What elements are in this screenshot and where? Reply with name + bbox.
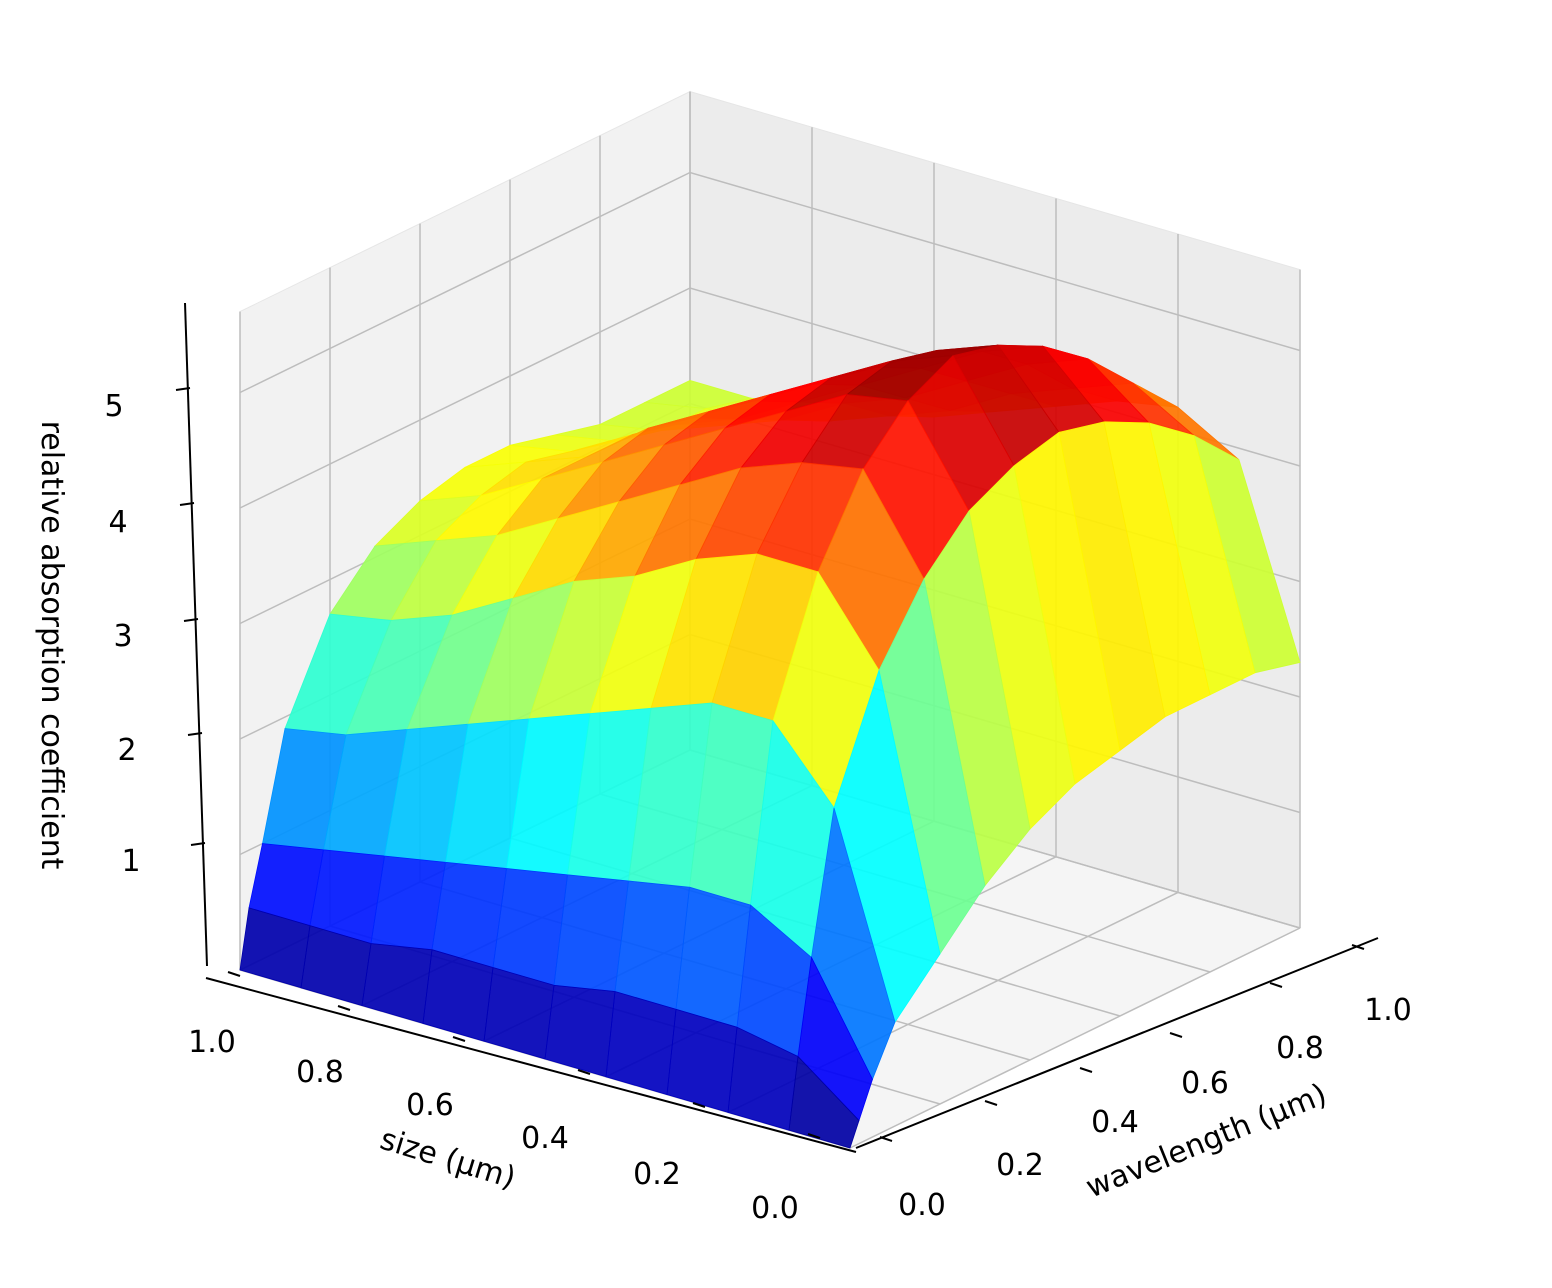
z-tick <box>183 618 199 622</box>
z-axis-label: relative absorption coefficient <box>34 421 69 870</box>
z-tick-label: 3 <box>113 619 132 654</box>
axis-lines <box>184 302 1379 1153</box>
surface-patch <box>361 943 433 1024</box>
surface-patch <box>605 990 677 1096</box>
z-tick <box>179 502 195 506</box>
x-axis-line <box>205 977 857 1153</box>
x-tick <box>452 1036 466 1042</box>
surface-patch <box>544 984 616 1078</box>
z-tick-label: 2 <box>117 733 136 768</box>
x-tick <box>577 1069 591 1075</box>
x-tick <box>227 971 241 977</box>
y-tick-label: 0.2 <box>996 1148 1044 1183</box>
y-tick-label: 0.4 <box>1091 1105 1139 1140</box>
z-tick-label: 4 <box>108 505 127 540</box>
surface-patch <box>788 1055 860 1149</box>
x-tick-label: 0.4 <box>521 1121 569 1156</box>
y-tick <box>1079 1067 1093 1073</box>
surface-patch <box>666 1008 738 1113</box>
y-tick <box>1169 1032 1183 1038</box>
z-tick-label: 1 <box>121 844 140 879</box>
z-tick <box>175 387 191 391</box>
surface-mesh <box>239 344 1301 1149</box>
y-tick <box>1269 982 1283 988</box>
tick-labels: 0.0 0.2 0.4 0.6 0.8 1.0 0.0 0.2 0.4 0.6 0.8 1.0 1 2 3 4… <box>104 387 1412 1226</box>
z-tick <box>190 842 206 846</box>
x-tick <box>692 1102 706 1108</box>
x-tick-label: 0.8 <box>296 1055 344 1090</box>
grid-line <box>849 927 1301 1149</box>
y-tick-label: 0.6 <box>1181 1066 1229 1101</box>
x-tick-label: 1.0 <box>188 1025 236 1060</box>
grid-line <box>239 171 1301 394</box>
y-tick <box>984 1100 998 1106</box>
y-axis-line <box>855 937 1379 1149</box>
y-tick-label: 0.0 <box>898 1188 946 1223</box>
z-tick <box>187 732 203 736</box>
x-tick <box>337 1005 351 1011</box>
z-axis-line <box>184 302 208 967</box>
x-tick-label: 0.0 <box>751 1191 799 1226</box>
y-tick-label: 0.8 <box>1276 1031 1324 1066</box>
y-tick-label: 1.0 <box>1364 993 1412 1028</box>
x-tick <box>807 1133 821 1139</box>
y-tick <box>879 1136 893 1142</box>
y-tick <box>1351 944 1365 950</box>
x-axis-label: size (µm) <box>376 1122 520 1196</box>
z-tick-label: 5 <box>104 389 123 424</box>
x-tick-label: 0.2 <box>633 1157 681 1192</box>
x-tick-label: 0.6 <box>406 1088 454 1123</box>
